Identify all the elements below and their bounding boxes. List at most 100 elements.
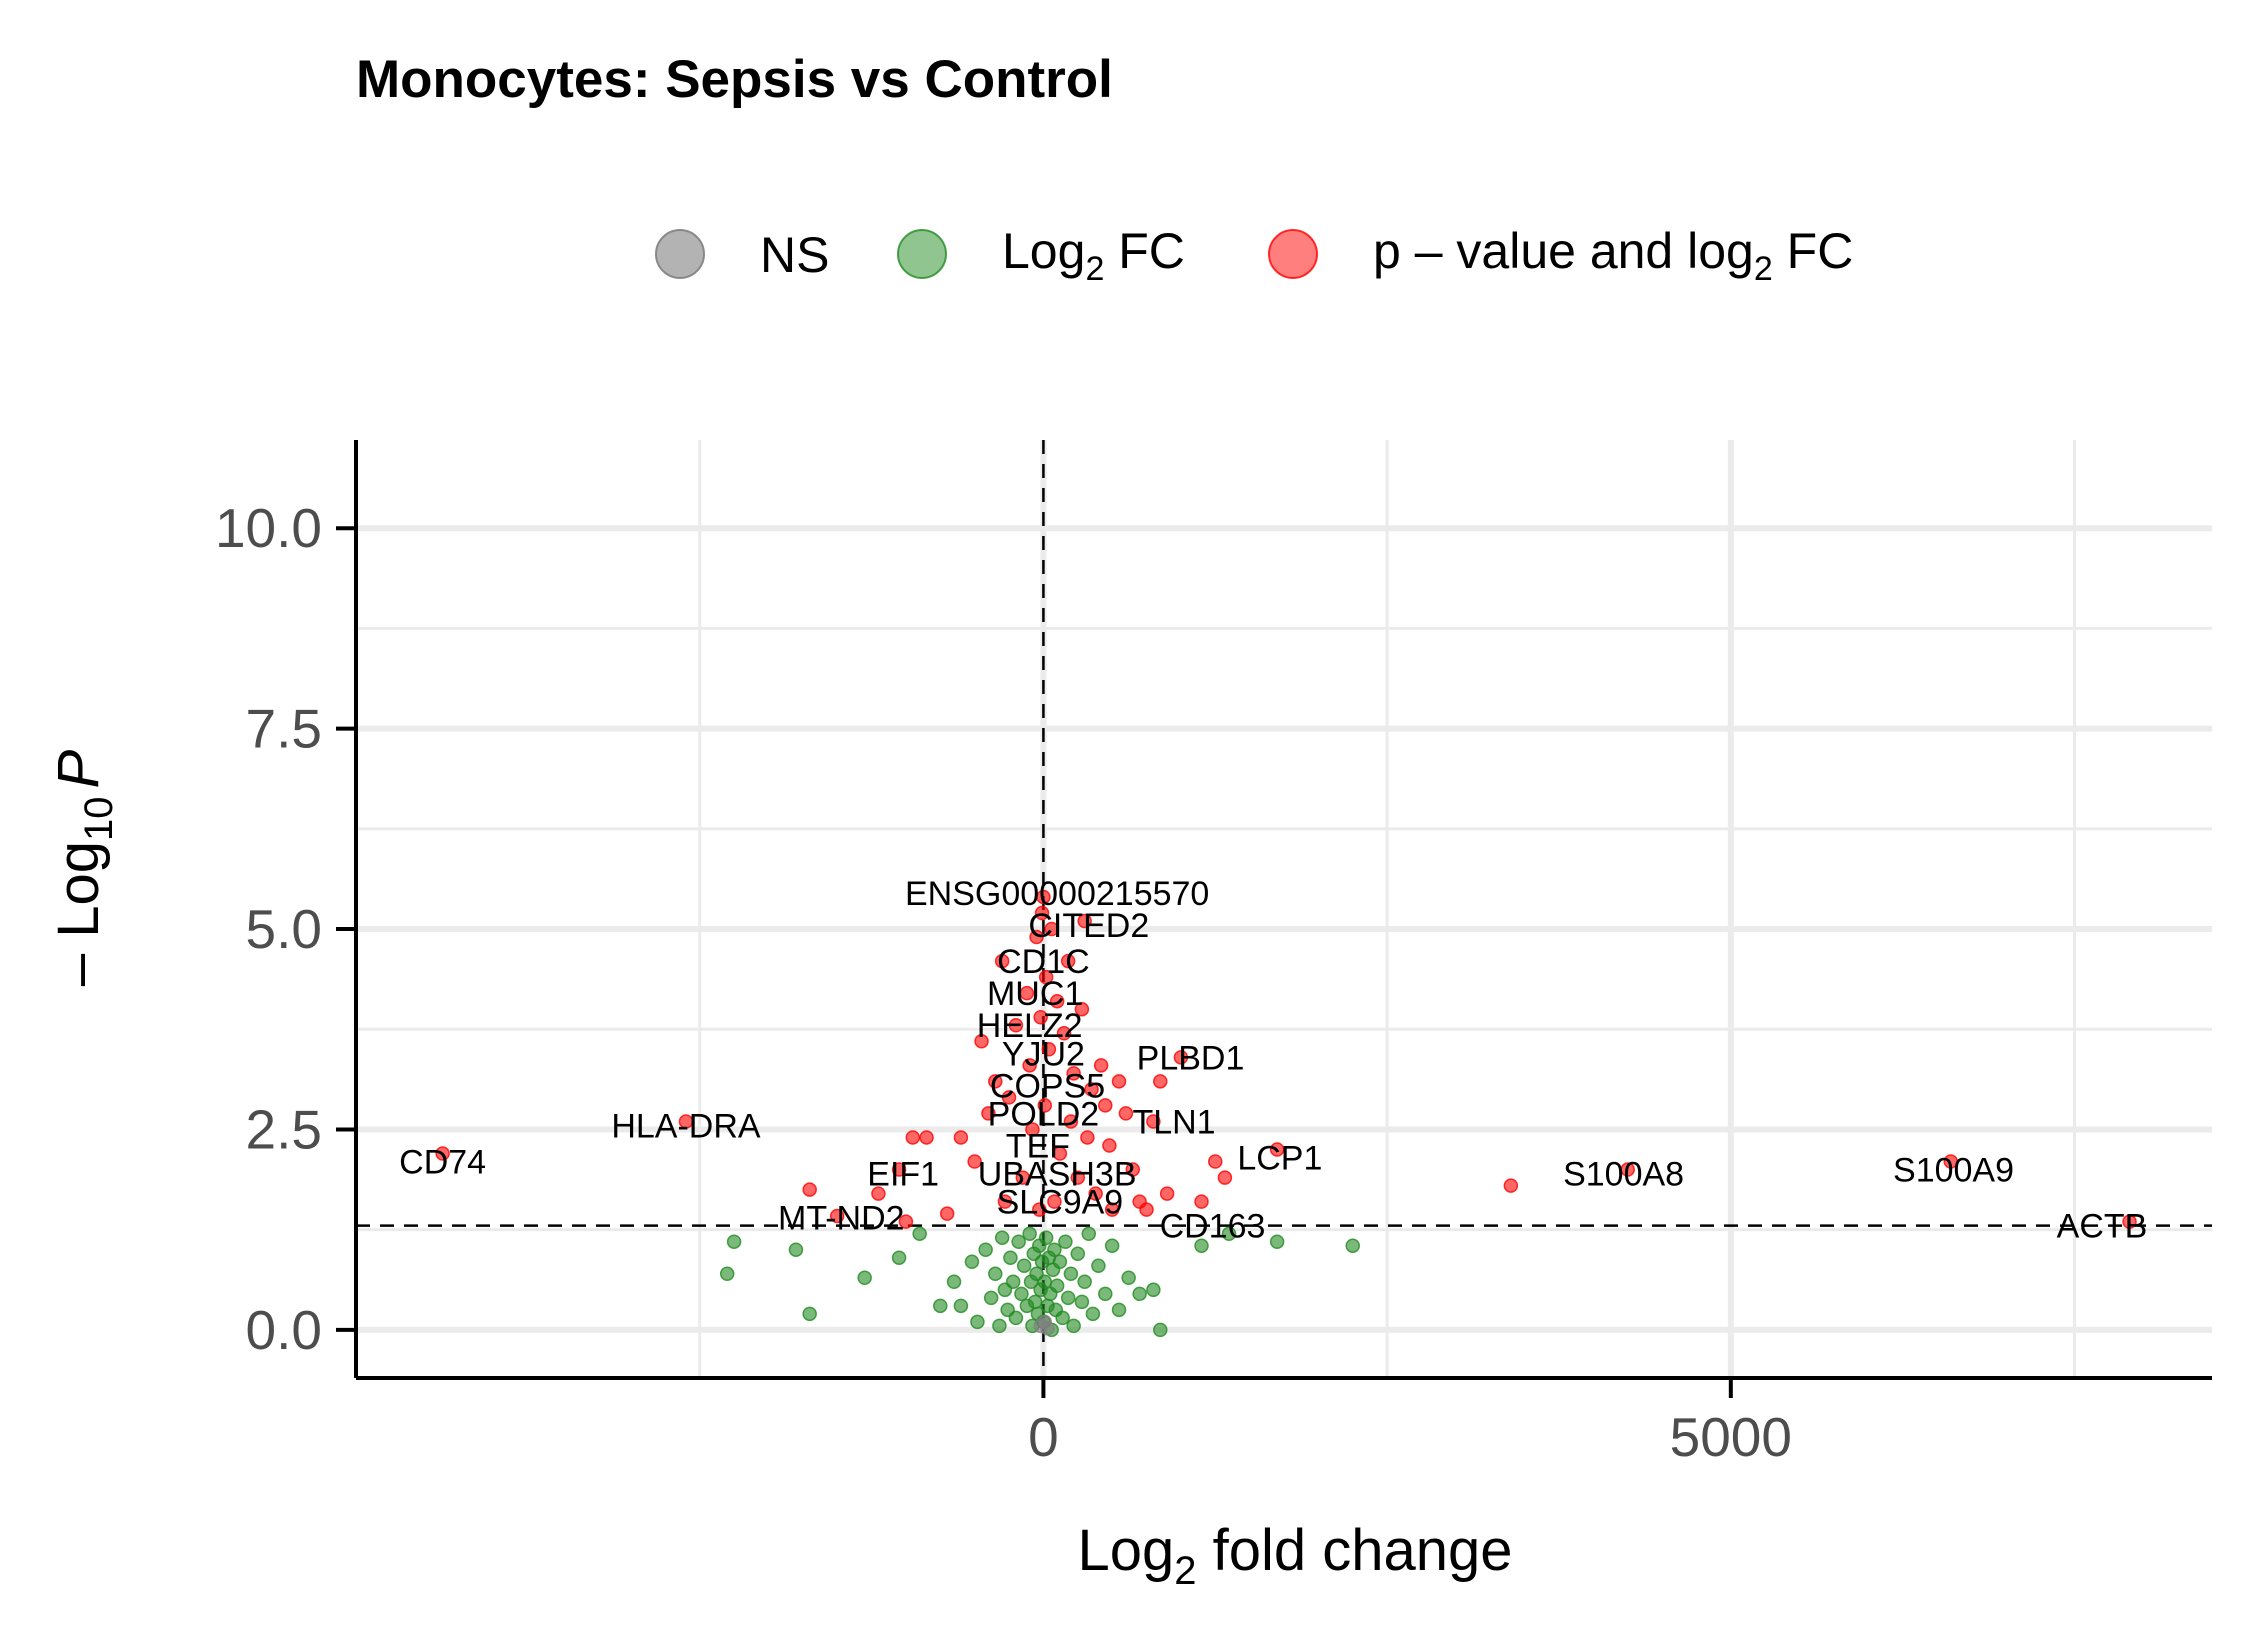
data-point bbox=[970, 1314, 985, 1330]
data-point bbox=[933, 1298, 948, 1314]
data-point bbox=[992, 1318, 1007, 1334]
data-point bbox=[1221, 1226, 1237, 1241]
data-point bbox=[1070, 1170, 1086, 1185]
data-point bbox=[981, 1106, 996, 1121]
data-point bbox=[1111, 1302, 1127, 1318]
gene-label: S100A8 bbox=[1563, 1156, 1684, 1194]
data-point bbox=[1040, 1321, 1055, 1336]
data-point bbox=[1022, 1058, 1037, 1073]
data-point bbox=[1058, 1234, 1073, 1249]
legend-label-log2fc-base: Log bbox=[1002, 223, 1085, 279]
data-point bbox=[939, 1206, 955, 1221]
gene-label: POLD2 bbox=[988, 1095, 1100, 1133]
data-point bbox=[1014, 1286, 1029, 1302]
legend-label-log2fc: Log2 FC bbox=[1002, 223, 1185, 288]
data-point bbox=[1104, 1238, 1120, 1253]
data-point bbox=[1194, 1194, 1209, 1209]
data-point bbox=[1047, 1194, 1062, 1209]
legend-label-pvalue-rest: FC bbox=[1773, 223, 1854, 279]
data-point bbox=[994, 953, 1010, 969]
data-point bbox=[1146, 1114, 1161, 1129]
chart-title: Monocytes: Sepsis vs Control bbox=[356, 50, 1113, 109]
axes: 0.0 2.5 5.0 7.5 10.0 0 5000 bbox=[215, 440, 2212, 1468]
gene-label: UBASH3B bbox=[978, 1156, 1137, 1194]
gene-label: CITED2 bbox=[1028, 907, 1149, 945]
gene-label: PLBD1 bbox=[1137, 1039, 1245, 1077]
legend-label-log2fc-sub: 2 bbox=[1085, 250, 1104, 288]
data-point bbox=[1022, 1226, 1037, 1241]
gene-label: LCP1 bbox=[1237, 1140, 1322, 1178]
data-point bbox=[1088, 1186, 1103, 1201]
legend-item-log2fc: Log2 FC bbox=[897, 223, 1185, 288]
data-point bbox=[1060, 953, 1076, 969]
legend-label-pvalue-base: p – value and log bbox=[1373, 223, 1754, 279]
gene-label: TEF bbox=[1006, 1128, 1070, 1166]
data-point bbox=[1080, 1130, 1095, 1145]
legend-swatch-log2fc bbox=[897, 229, 947, 279]
data-point bbox=[1269, 1142, 1285, 1157]
data-points bbox=[435, 889, 2137, 1338]
data-point bbox=[1038, 969, 1054, 985]
data-point bbox=[802, 1306, 817, 1322]
data-point bbox=[1038, 1230, 1054, 1245]
gene-label: EIF1 bbox=[867, 1156, 939, 1194]
data-point bbox=[1620, 1162, 1635, 1177]
data-point bbox=[974, 1034, 989, 1049]
data-point bbox=[983, 1290, 999, 1306]
x-axis-title-sub: 2 bbox=[1174, 1549, 1196, 1593]
gene-label: ENSG00000215570 bbox=[905, 875, 1209, 913]
data-point bbox=[1153, 1322, 1168, 1338]
data-point bbox=[891, 1162, 907, 1177]
gene-label: CD1C bbox=[997, 943, 1090, 981]
data-point bbox=[1503, 1178, 1519, 1193]
data-point bbox=[1217, 1170, 1233, 1185]
x-axis-title-rest: fold change bbox=[1197, 1518, 1513, 1583]
data-point bbox=[1159, 1186, 1175, 1201]
legend-item-pvalue-and-log2fc: p – value and log2 FC bbox=[1268, 223, 1854, 288]
data-point bbox=[1055, 1310, 1070, 1326]
y-tick-label: 2.5 bbox=[246, 1098, 322, 1160]
data-point bbox=[1063, 1266, 1079, 1282]
y-axis-title-sub: 10 bbox=[77, 797, 121, 842]
data-point bbox=[1063, 1114, 1079, 1129]
data-point bbox=[1093, 1058, 1109, 1073]
data-point bbox=[1032, 1202, 1047, 1217]
data-point bbox=[1060, 1290, 1076, 1306]
data-point bbox=[905, 1130, 921, 1145]
data-point bbox=[1044, 921, 1059, 937]
gene-label: ACTB bbox=[2057, 1208, 2148, 1246]
y-axis-title-italic: P bbox=[46, 750, 111, 789]
data-point bbox=[1008, 1310, 1024, 1326]
legend: NS Log2 FC p – value and log2 FC bbox=[655, 223, 1854, 288]
data-point bbox=[978, 1242, 993, 1257]
data-point bbox=[964, 1254, 980, 1270]
x-axis-title: Log2 fold change bbox=[1077, 1518, 1512, 1593]
legend-label-ns: NS bbox=[760, 227, 829, 283]
data-point bbox=[1074, 1001, 1090, 1017]
data-point bbox=[1085, 1306, 1101, 1322]
data-point bbox=[1037, 1098, 1053, 1113]
data-point bbox=[1003, 1250, 1018, 1265]
data-point bbox=[997, 1194, 1013, 1209]
data-point bbox=[788, 1242, 804, 1257]
data-point bbox=[1074, 1294, 1090, 1310]
grid bbox=[356, 440, 2212, 1378]
data-point bbox=[1034, 905, 1050, 921]
x-axis-title-base: Log bbox=[1077, 1518, 1174, 1583]
data-point bbox=[1011, 1234, 1026, 1249]
data-point bbox=[946, 1274, 962, 1290]
data-point bbox=[1008, 1017, 1024, 1033]
y-tick-label: 10.0 bbox=[215, 497, 322, 559]
gene-label: CD163 bbox=[1160, 1208, 1266, 1246]
data-point bbox=[1121, 1270, 1136, 1286]
x-tick-label: 5000 bbox=[1670, 1406, 1792, 1468]
gene-label: CD74 bbox=[399, 1144, 486, 1182]
data-point bbox=[1027, 1294, 1043, 1310]
data-point bbox=[1132, 1286, 1147, 1302]
data-point bbox=[1025, 1122, 1040, 1137]
data-point bbox=[1049, 1278, 1065, 1294]
data-point bbox=[1001, 1090, 1017, 1105]
data-point bbox=[1104, 1202, 1120, 1217]
gene-label: SLC9A9 bbox=[997, 1184, 1124, 1222]
